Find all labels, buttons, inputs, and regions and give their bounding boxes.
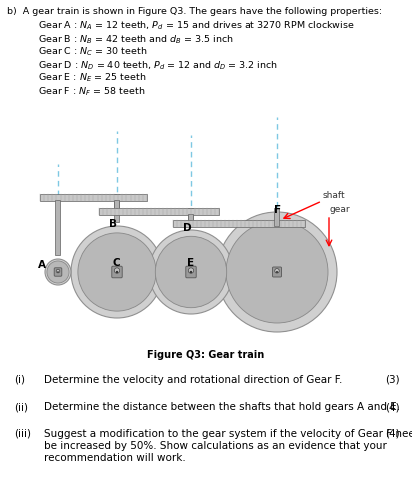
Text: Gear F : $N_F$ = 58 teeth: Gear F : $N_F$ = 58 teeth	[38, 85, 145, 97]
Text: F: F	[274, 205, 281, 215]
Bar	[274, 208, 279, 226]
Circle shape	[45, 259, 71, 285]
Circle shape	[116, 271, 118, 273]
Text: Gear E : $N_E$ = 25 teeth: Gear E : $N_E$ = 25 teeth	[38, 72, 146, 85]
Text: Determine the distance between the shafts that hold gears A and E.: Determine the distance between the shaft…	[44, 402, 400, 412]
Circle shape	[226, 221, 328, 323]
FancyBboxPatch shape	[272, 267, 281, 277]
Text: B: B	[109, 219, 117, 229]
Text: (ii): (ii)	[14, 402, 28, 412]
Circle shape	[275, 269, 279, 273]
Text: Determine the velocity and rotational direction of Gear F.: Determine the velocity and rotational di…	[44, 375, 342, 385]
Circle shape	[71, 226, 163, 318]
Text: be increased by 50%. Show calculations as an evidence that your: be increased by 50%. Show calculations a…	[44, 441, 387, 451]
Text: recommendation will work.: recommendation will work.	[44, 453, 186, 463]
Text: Gear C : $N_C$ = 30 teeth: Gear C : $N_C$ = 30 teeth	[38, 46, 147, 58]
Bar	[189, 208, 194, 226]
Text: D: D	[183, 223, 192, 233]
FancyBboxPatch shape	[112, 266, 122, 278]
Text: Figure Q3: Gear train: Figure Q3: Gear train	[147, 350, 265, 360]
Bar	[115, 194, 119, 214]
FancyBboxPatch shape	[54, 268, 62, 276]
Bar	[40, 194, 147, 201]
Circle shape	[47, 261, 69, 283]
Circle shape	[56, 269, 60, 273]
Circle shape	[149, 230, 233, 314]
Text: (3): (3)	[385, 375, 400, 385]
Text: Gear B : $N_B$ = 42 teeth and $d_B$ = 3.5 inch: Gear B : $N_B$ = 42 teeth and $d_B$ = 3.…	[38, 33, 234, 45]
Circle shape	[188, 268, 194, 273]
Text: (4): (4)	[385, 429, 400, 439]
Text: C: C	[113, 258, 121, 268]
Text: shaft: shaft	[323, 191, 346, 200]
Text: (iii): (iii)	[14, 429, 31, 439]
Text: Gear D : $N_D$ = 40 teeth, $P_d$ = 12 and $d_D$ = 3.2 inch: Gear D : $N_D$ = 40 teeth, $P_d$ = 12 an…	[38, 59, 278, 72]
Circle shape	[217, 212, 337, 332]
Circle shape	[78, 233, 156, 311]
Bar	[173, 220, 305, 226]
Text: Suggest a modification to the gear system if the velocity of Gear F needs to: Suggest a modification to the gear syste…	[44, 429, 412, 439]
Text: Gear A : $N_A$ = 12 teeth, $P_d$ = 15 and drives at 3270 RPM clockwise: Gear A : $N_A$ = 12 teeth, $P_d$ = 15 an…	[38, 20, 355, 32]
Text: (i): (i)	[14, 375, 25, 385]
Bar	[56, 200, 61, 255]
Circle shape	[190, 271, 192, 273]
Circle shape	[155, 236, 227, 308]
Text: gear: gear	[330, 205, 351, 214]
Circle shape	[276, 271, 278, 273]
Text: E: E	[187, 258, 194, 268]
Circle shape	[114, 268, 120, 273]
FancyBboxPatch shape	[186, 266, 196, 278]
Bar	[99, 208, 219, 215]
Circle shape	[57, 271, 59, 273]
Bar	[189, 214, 194, 226]
Text: A: A	[38, 260, 46, 270]
Text: (4): (4)	[385, 402, 400, 412]
Bar	[115, 200, 119, 222]
Text: b)  A gear train is shown in Figure Q3. The gears have the following properties:: b) A gear train is shown in Figure Q3. T…	[7, 7, 382, 16]
